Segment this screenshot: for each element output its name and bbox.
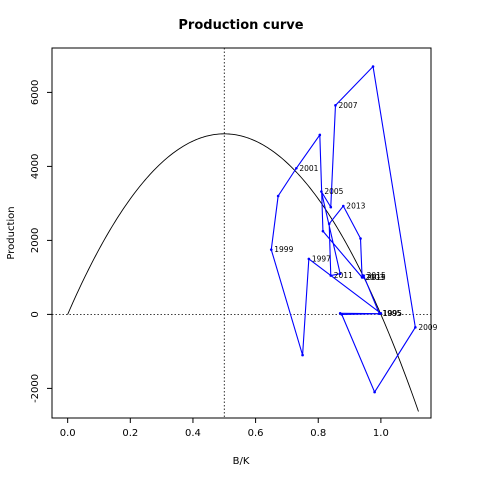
x-axis: 0.0 0.2 0.4 0.6 0.8 1.0 [60,418,389,439]
data-point [276,194,280,198]
data-point [362,276,365,279]
y-tick-label: 4000 [30,154,41,179]
x-axis-label: B/K [233,456,250,467]
data-point [318,133,322,137]
data-point [338,272,342,276]
data-point [269,248,273,251]
x-tick-label: 1.0 [373,428,389,439]
data-point [362,274,365,277]
data-point [301,353,304,357]
x-tick-label: 0.6 [248,428,264,439]
data-point [321,229,325,233]
x-tick-label: 0.8 [310,428,326,439]
year-label: 2015 [367,271,386,280]
y-tick-label: -2000 [30,374,41,403]
data-point [329,205,333,209]
y-axis-label: Production [6,206,17,259]
data-point [341,204,345,208]
y-tick-label: 0 [30,311,41,317]
data-point [414,326,417,329]
year-label: 2003 [365,273,384,282]
series-line [270,65,416,394]
data-point [327,222,331,226]
year-label: 2005 [324,187,343,196]
series-layer: 1995199519971999200120032013201120052007… [269,65,438,394]
year-label: 1995 [382,309,401,318]
year-label: 2001 [299,164,318,173]
data-point [340,313,344,316]
plot-frame [51,47,432,419]
data-point [373,390,376,394]
data-point [371,65,375,68]
y-tick-label: 6000 [30,80,41,105]
year-label: 2015 [367,273,386,282]
data-point [378,312,381,315]
data-point [359,237,362,240]
year-label: 2013 [346,201,365,210]
x-tick-label: 0.2 [122,428,138,439]
y-tick-label: 2000 [30,228,41,253]
year-label: 2007 [338,101,357,110]
production-curve [67,133,419,412]
data-point [295,166,298,170]
year-label: 2009 [418,323,437,332]
production-curve-layer [67,133,419,412]
year-label: 2011 [334,271,353,280]
data-point [329,274,333,277]
year-label: 1995 [383,309,402,318]
data-point [334,104,337,107]
x-tick-label: 0.4 [185,428,201,439]
y-axis: -2000 0 2000 4000 6000 [30,80,52,403]
year-label: 1997 [312,254,331,263]
data-point [320,190,323,193]
year-label: 1999 [274,245,293,254]
x-tick-label: 0.0 [60,428,76,439]
reference-lines [52,48,431,418]
data-point [307,257,311,261]
chart-title: Production curve [178,18,303,33]
